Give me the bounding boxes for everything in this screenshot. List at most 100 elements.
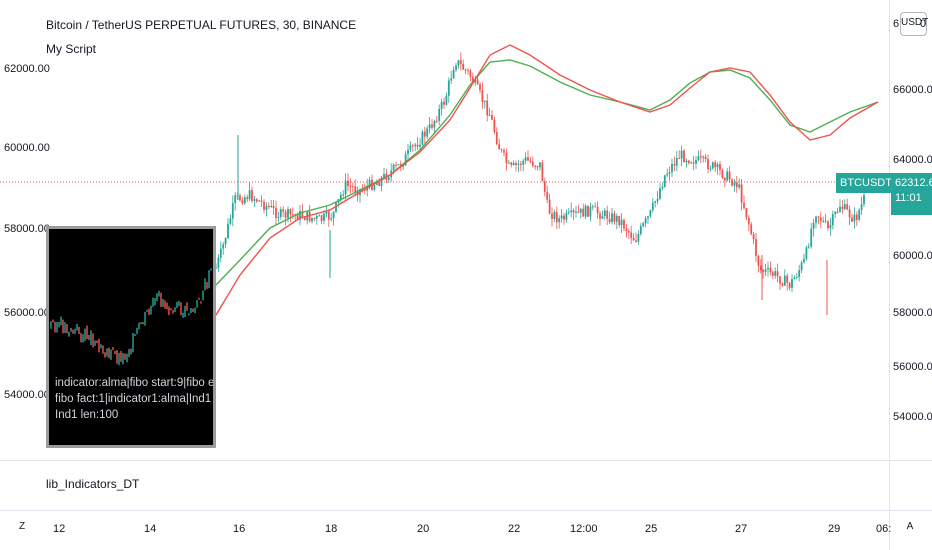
candle-body — [584, 205, 587, 217]
candle-body — [536, 166, 539, 168]
candle-body — [786, 275, 789, 283]
last-price-tag[interactable]: 62312.68 11:01 — [891, 173, 932, 215]
candle-body — [392, 164, 395, 171]
candle-body — [493, 119, 496, 132]
candle-body — [395, 164, 397, 166]
pane2-title[interactable]: lib_Indicators_DT — [46, 477, 140, 491]
candle-body — [234, 195, 237, 204]
candle-body — [707, 158, 709, 170]
auto-scale-button[interactable]: A — [900, 517, 920, 537]
candle-body — [750, 224, 753, 235]
candle-body — [421, 131, 424, 145]
candle-body — [407, 149, 409, 155]
candle-body — [759, 265, 762, 271]
currency-button[interactable]: USDT — [900, 12, 928, 36]
candle-body — [781, 283, 784, 286]
candle-body — [843, 204, 846, 209]
time-axis-label: 12 — [53, 523, 65, 535]
candle-body — [325, 211, 328, 214]
candle-body — [373, 184, 376, 190]
symbol-title[interactable]: Bitcoin / TetherUS PERPETUAL FUTURES, 30… — [46, 18, 357, 32]
mini-candle — [140, 322, 142, 325]
candle-body — [529, 160, 532, 162]
candle-body — [738, 184, 741, 188]
candle-body — [596, 206, 599, 214]
mini-candle — [122, 353, 124, 365]
candle-body — [651, 202, 654, 211]
candle-body — [486, 100, 489, 116]
mini-candle — [84, 328, 86, 341]
time-axis-label: 18 — [325, 523, 337, 535]
candle-body — [279, 209, 282, 217]
right-axis-tick: 66000.00 — [893, 84, 932, 96]
mini-candle — [102, 345, 104, 354]
candle-body — [685, 160, 688, 163]
candle-body — [695, 159, 697, 164]
candle-body — [848, 209, 851, 218]
candle-body — [246, 197, 249, 200]
candle-body — [807, 246, 810, 248]
candle-body — [565, 212, 568, 220]
mini-candle — [98, 338, 100, 353]
candle-body — [745, 208, 748, 218]
candle-body — [488, 115, 491, 117]
candle-body — [313, 217, 316, 219]
candle-body — [275, 207, 277, 218]
candle-body — [277, 216, 280, 218]
mini-candle — [172, 309, 174, 314]
candle-body — [839, 206, 841, 212]
candle-body — [222, 244, 225, 249]
candle-body — [349, 185, 352, 187]
candle-body — [567, 212, 570, 214]
candle-body — [450, 78, 453, 81]
candle-body — [699, 156, 702, 158]
mini-candle — [60, 316, 62, 326]
candle-body — [587, 205, 589, 217]
script-title[interactable]: My Script — [46, 42, 97, 56]
candle-body — [347, 180, 349, 186]
candle-body — [270, 205, 273, 207]
candle-body — [846, 204, 849, 210]
candle-body — [721, 169, 724, 178]
candle-body — [301, 210, 304, 218]
candle-body — [723, 177, 726, 181]
currency-prefix: 6 — [893, 18, 900, 30]
candle-body — [702, 156, 705, 158]
candle-body — [479, 84, 481, 91]
right-axis-tick: 60000.00 — [893, 250, 932, 262]
candle-body — [558, 218, 561, 223]
candle-body — [767, 267, 769, 270]
candle-body — [795, 276, 798, 278]
candle-body — [505, 152, 508, 164]
right-axis-tick: 64000.00 — [893, 154, 932, 166]
candle-body — [659, 188, 661, 199]
mini-candle — [148, 308, 150, 316]
candle-body — [714, 162, 717, 168]
candle-body — [606, 210, 609, 219]
mini-candle — [68, 331, 70, 337]
candle-body — [791, 279, 793, 288]
candle-body — [433, 120, 436, 128]
candle-body — [735, 182, 738, 188]
mini-candle — [192, 308, 194, 312]
candle-body — [320, 215, 323, 221]
mini-candle — [100, 344, 102, 349]
candle-body — [265, 205, 268, 210]
candle-body — [611, 213, 613, 223]
candle-body — [495, 131, 498, 145]
time-zoom-button[interactable]: Z — [12, 517, 32, 537]
candle-body — [827, 221, 829, 229]
candle-body — [224, 238, 227, 245]
candle-body — [572, 210, 575, 213]
mini-candle — [146, 309, 148, 312]
candle-body — [644, 218, 647, 224]
mini-candle — [190, 308, 192, 314]
candle-body — [625, 228, 628, 231]
candle-body — [219, 248, 222, 258]
mini-candle — [134, 334, 136, 337]
mini-candle — [170, 308, 172, 311]
candle-body — [668, 172, 671, 174]
candle-body — [575, 211, 577, 213]
candle-body — [517, 163, 520, 165]
